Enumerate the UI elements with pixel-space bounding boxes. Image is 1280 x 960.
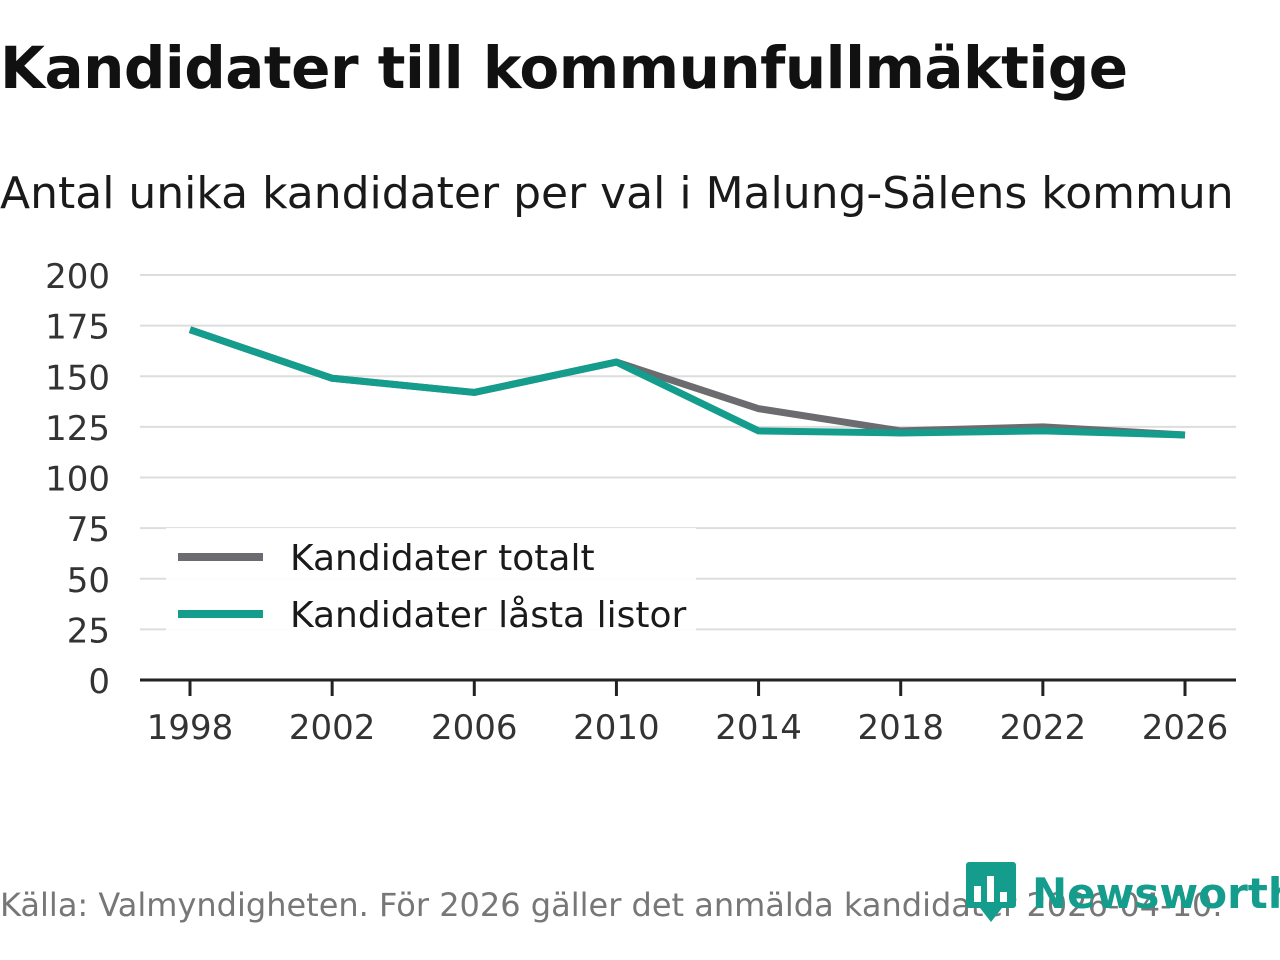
y-tick-label: 25 bbox=[67, 611, 110, 651]
x-tick-label: 2014 bbox=[715, 708, 802, 748]
y-tick-label: 150 bbox=[45, 358, 110, 398]
y-tick-label: 100 bbox=[45, 460, 110, 500]
y-tick-label: 50 bbox=[67, 561, 110, 601]
y-tick-label: 200 bbox=[45, 257, 110, 297]
series-lines bbox=[188, 326, 1186, 439]
legend-label: Kandidater låsta listor bbox=[290, 595, 686, 636]
legend-label: Kandidater totalt bbox=[290, 538, 595, 579]
x-tick-label: 2006 bbox=[431, 708, 518, 748]
chart-subtitle: Antal unika kandidater per val i Malung-… bbox=[0, 168, 1234, 219]
x-tick-label: 2022 bbox=[1000, 708, 1087, 748]
x-tick-label: 2018 bbox=[857, 708, 944, 748]
y-tick-label: 125 bbox=[45, 409, 110, 449]
x-tick-label: 2010 bbox=[573, 708, 660, 748]
newsworthy-logo-icon bbox=[966, 862, 1016, 922]
x-tick-label: 2002 bbox=[289, 708, 376, 748]
y-tick-label: 0 bbox=[88, 662, 110, 702]
x-tick-label: 2026 bbox=[1142, 708, 1229, 748]
chart-title: Kandidater till kommunfullmäktige bbox=[0, 34, 1128, 102]
legend: Kandidater totalt Kandidater låsta listor bbox=[166, 528, 696, 636]
brand-name: Newsworthy bbox=[1032, 868, 1280, 918]
y-tick-label: 175 bbox=[45, 308, 110, 348]
source-note: Källa: Valmyndigheten. För 2026 gäller d… bbox=[0, 886, 1223, 924]
brand-logo: Newsworthy bbox=[966, 862, 1280, 924]
x-axis: 1998 2002 2006 2010 2014 2018 2022 2026 bbox=[140, 678, 1236, 748]
y-tick-label: 75 bbox=[67, 510, 110, 550]
x-tick-label: 1998 bbox=[147, 708, 234, 748]
y-axis-ticks: 0 25 50 75 100 125 150 175 200 bbox=[45, 257, 110, 702]
series-line-lasta-listor bbox=[188, 326, 1186, 439]
